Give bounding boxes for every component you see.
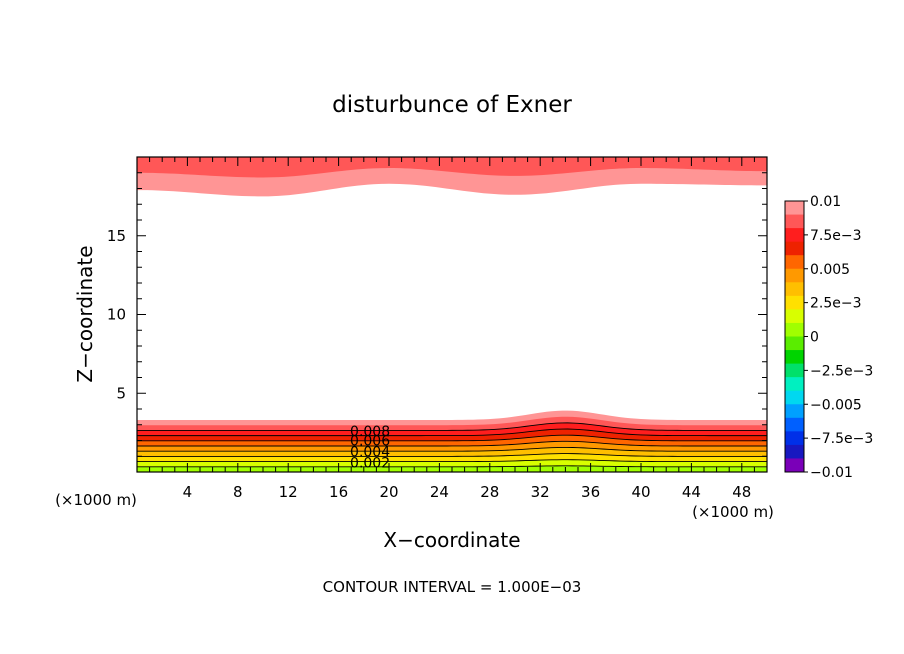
- contour-lines: [137, 422, 767, 468]
- colorbar-tick-label: 0.005: [810, 262, 850, 278]
- colorbar-tick-label: −2.5e−3: [810, 363, 873, 379]
- colorbar-swatch: [785, 241, 804, 256]
- upper-contour-band: [137, 157, 767, 178]
- x-tick-label: 24: [430, 483, 449, 501]
- contour-label: 0.002: [350, 456, 390, 472]
- x-tick-label: 28: [480, 483, 499, 501]
- colorbar-tick-label: 7.5e−3: [810, 228, 862, 244]
- contour-label: 0.008: [350, 424, 390, 440]
- colorbar-tick-label: −7.5e−3: [810, 431, 873, 447]
- colorbar-swatch: [785, 228, 804, 243]
- colorbar-swatch: [785, 390, 804, 405]
- colorbar-tick-label: 0.01: [810, 194, 841, 210]
- chart-title: disturbunce of Exner: [332, 92, 572, 118]
- x-axis: 4 8 12 16 20 24 28 32 36 40 44 48: [136, 157, 768, 501]
- colorbar-swatch: [785, 444, 804, 459]
- colorbar: 0.01 7.5e−3 0.005 2.5e−3 0 −2.5e−3 −0.005 −7.5e…: [784, 194, 873, 481]
- colorbar-swatch: [785, 363, 804, 378]
- colorbar-swatch: [785, 201, 804, 215]
- contour-line: [137, 422, 767, 431]
- colorbar-swatch: [785, 282, 804, 297]
- contour-line: [137, 434, 767, 442]
- x-tick-label: 32: [531, 483, 550, 501]
- x-tick-label: 8: [233, 483, 243, 501]
- colorbar-tick-label: −0.005: [810, 397, 862, 413]
- x-unit-label-right: (×1000 m): [692, 503, 774, 521]
- colorbar-swatch: [785, 322, 804, 337]
- colorbar-tick-label: −0.01: [810, 465, 853, 481]
- y-tick-label: 15: [107, 227, 126, 245]
- contour-interval-footer: CONTOUR INTERVAL = 1.000E−03: [323, 578, 582, 596]
- x-tick-label: 4: [183, 483, 193, 501]
- x-unit-label-left: (×1000 m): [55, 491, 137, 509]
- contour-label: 0.006: [350, 434, 390, 450]
- colorbar-swatch: [785, 431, 804, 446]
- y-tick-label: 5: [116, 384, 126, 402]
- colorbar-tick-label: 2.5e−3: [810, 296, 862, 312]
- y-tick-label: 10: [107, 306, 126, 324]
- x-tick-label: 44: [682, 483, 701, 501]
- contour-line: [137, 465, 767, 468]
- colorbar-swatch: [785, 404, 804, 419]
- contour-line: [137, 440, 767, 447]
- colorbar-swatch: [785, 309, 804, 324]
- contour-line: [137, 453, 767, 457]
- contour-line: [137, 446, 767, 452]
- x-tick-label: 36: [581, 483, 600, 501]
- colorbar-tick-label: 0: [810, 330, 819, 346]
- y-axis: 5 10 15: [107, 156, 767, 473]
- x-tick-label: 40: [631, 483, 650, 501]
- colorbar-swatch: [785, 336, 804, 351]
- colorbar-swatch: [785, 268, 804, 283]
- colorbar-swatch: [785, 458, 804, 473]
- y-axis-label: Z−coordinate: [73, 245, 97, 382]
- colorbar-swatch: [785, 417, 804, 432]
- contour-line: [137, 459, 767, 463]
- contour-label: 0.004: [350, 445, 390, 461]
- colorbar-swatch: [785, 377, 804, 392]
- colorbar-swatch: [785, 295, 804, 310]
- x-tick-label: 48: [732, 483, 751, 501]
- colorbar-swatch: [785, 255, 804, 270]
- colorbar-swatch: [785, 350, 804, 364]
- x-tick-label: 20: [379, 483, 398, 501]
- x-tick-label: 16: [329, 483, 348, 501]
- colorbar-swatch: [785, 214, 804, 229]
- contour-fill-region: [137, 157, 767, 472]
- contour-line: [137, 428, 767, 437]
- x-axis-label: X−coordinate: [383, 528, 520, 552]
- x-tick-label: 12: [279, 483, 298, 501]
